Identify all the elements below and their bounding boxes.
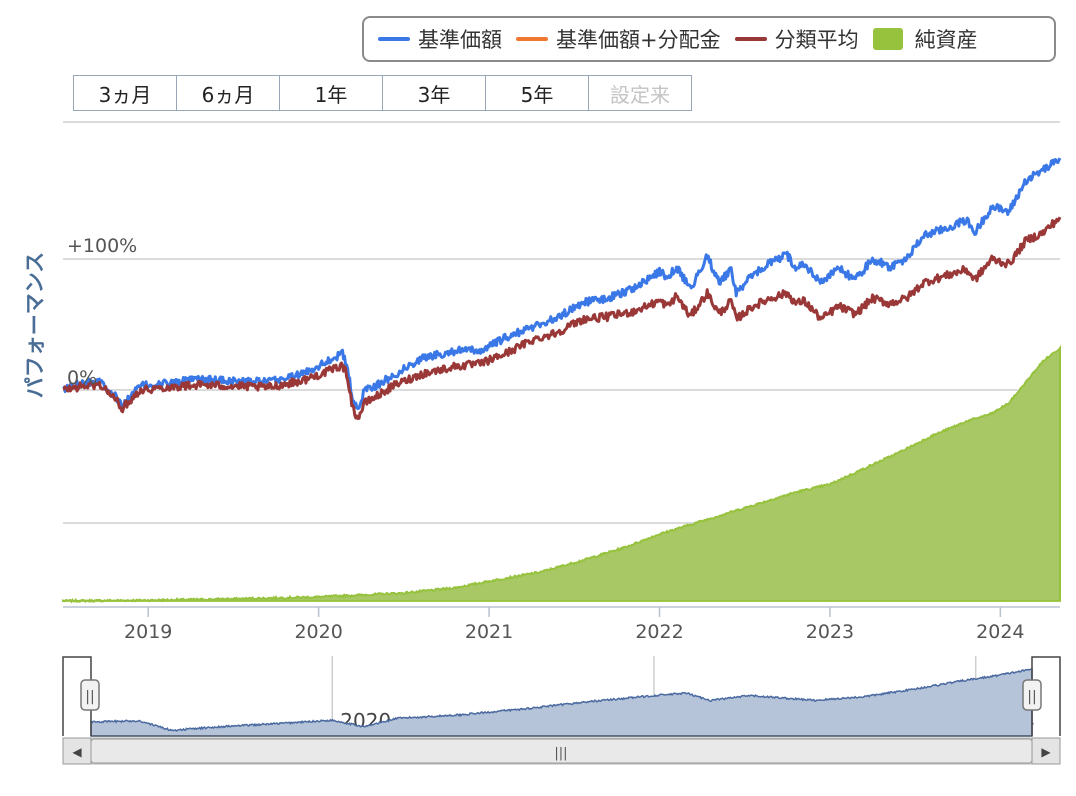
range-button[interactable]: 5年 bbox=[485, 75, 589, 111]
scrollbar[interactable]: ◀ ||| ▶ bbox=[62, 737, 1061, 765]
range-selector: 3ヵ月 6ヵ月 1年 3年 5年 設定来 bbox=[73, 75, 692, 111]
x-tick-label: 2020 bbox=[294, 621, 342, 643]
navigator-handle-left[interactable]: || bbox=[80, 679, 100, 711]
legend-label: 分類平均 bbox=[774, 28, 859, 52]
legend-swatch bbox=[516, 37, 548, 41]
y-tick-label-0: 0% bbox=[67, 367, 97, 389]
svg-text:|||: ||| bbox=[554, 746, 567, 761]
legend-item[interactable]: 基準価額 bbox=[378, 24, 502, 54]
legend-label: 基準価額+分配金 bbox=[556, 28, 721, 52]
range-button[interactable]: 3年 bbox=[382, 75, 486, 111]
x-tick-label: 2021 bbox=[465, 621, 513, 643]
range-button[interactable]: 1年 bbox=[279, 75, 383, 111]
range-button: 設定来 bbox=[588, 75, 692, 111]
range-button[interactable]: 6ヵ月 bbox=[176, 75, 280, 111]
navigator-handle-right[interactable]: || bbox=[1022, 679, 1042, 711]
category-average-line bbox=[62, 216, 1062, 420]
svg-text:▶: ▶ bbox=[1041, 745, 1051, 759]
svg-text:||: || bbox=[85, 689, 94, 705]
range-button[interactable]: 3ヵ月 bbox=[73, 75, 177, 111]
plot-area bbox=[62, 157, 1062, 604]
x-tick-label: 2022 bbox=[635, 621, 683, 643]
legend-swatch bbox=[378, 37, 410, 41]
legend-swatch bbox=[734, 37, 767, 41]
y-tick-label-100: +100% bbox=[67, 235, 137, 257]
net-assets-area bbox=[62, 345, 1061, 604]
y-axis-title: パフォーマンス bbox=[23, 252, 47, 399]
x-axis: 2019 2020 2021 2022 2023 2024 bbox=[124, 607, 1025, 643]
scrollbar-left-button[interactable]: ◀ bbox=[62, 737, 92, 765]
navigator[interactable]: 202020222024 || || bbox=[62, 656, 1061, 738]
legend-item[interactable]: 純資産 bbox=[872, 24, 978, 54]
nav-series-line bbox=[62, 157, 1062, 411]
svg-text:◀: ◀ bbox=[72, 745, 82, 759]
scrollbar-right-button[interactable]: ▶ bbox=[1031, 737, 1061, 765]
chart-legend: 基準価額 基準価額+分配金 分類平均 純資産 bbox=[362, 16, 1056, 62]
legend-label: 基準価額 bbox=[418, 28, 502, 52]
x-tick-label: 2019 bbox=[124, 621, 172, 643]
legend-swatch bbox=[872, 28, 903, 50]
scrollbar-thumb[interactable]: ||| bbox=[90, 738, 1033, 764]
x-tick-label: 2023 bbox=[806, 621, 854, 643]
legend-label: 純資産 bbox=[914, 28, 978, 52]
legend-item[interactable]: 基準価額+分配金 bbox=[516, 24, 721, 54]
legend-item[interactable]: 分類平均 bbox=[734, 24, 859, 54]
navigator-series-area bbox=[90, 668, 1033, 737]
svg-text:||: || bbox=[1027, 689, 1036, 705]
x-tick-label: 2024 bbox=[976, 621, 1024, 643]
